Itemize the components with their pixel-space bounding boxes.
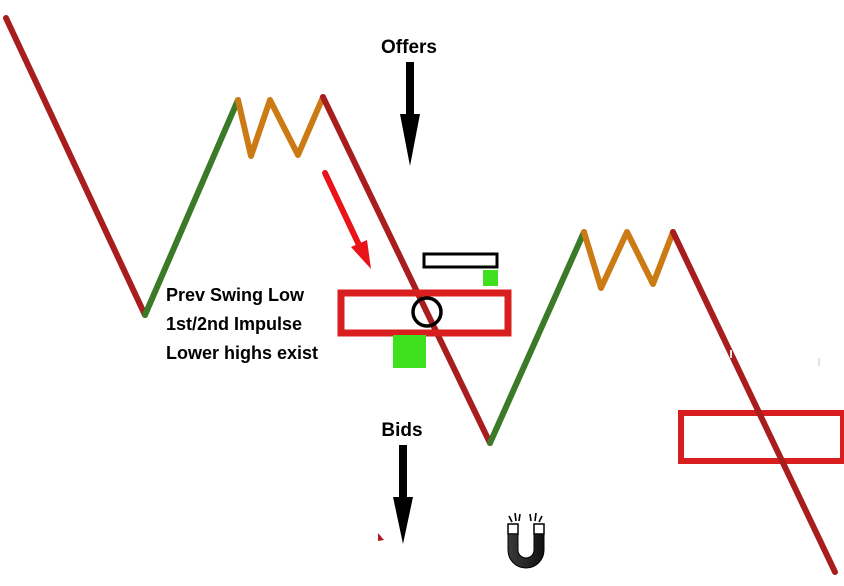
faint-tick xyxy=(818,358,820,366)
offers-label: Offers xyxy=(381,37,437,58)
consolidation-zigzag-2 xyxy=(581,229,676,291)
annotation-line-3: Lower highs exist xyxy=(166,343,318,363)
down-leg-2 xyxy=(320,94,493,446)
consolidation-zigzag-1 xyxy=(235,94,326,159)
annotation-text: Prev Swing Low 1st/2nd Impulse Lower hig… xyxy=(166,285,318,363)
red-fragment xyxy=(378,533,384,541)
up-leg-2 xyxy=(487,229,587,446)
offers-down-arrow xyxy=(400,62,420,166)
down-leg-3 xyxy=(670,229,838,575)
down-leg-1 xyxy=(3,15,148,318)
red-pointer-arrow xyxy=(322,170,371,269)
magnet-icon xyxy=(507,512,545,569)
price-path xyxy=(3,15,838,575)
offers-box xyxy=(422,252,499,269)
annotation-line-1: Prev Swing Low xyxy=(166,285,305,305)
green-square-small xyxy=(483,270,498,286)
previous-swing-low-zone xyxy=(337,289,512,337)
up-leg-1 xyxy=(142,97,241,318)
green-square-large xyxy=(393,335,426,368)
bids-down-arrow xyxy=(393,445,413,544)
bids-label: Bids xyxy=(381,420,422,441)
crossing-circle xyxy=(411,296,443,328)
faint-tick xyxy=(730,350,732,358)
annotation-line-2: 1st/2nd Impulse xyxy=(166,314,302,334)
